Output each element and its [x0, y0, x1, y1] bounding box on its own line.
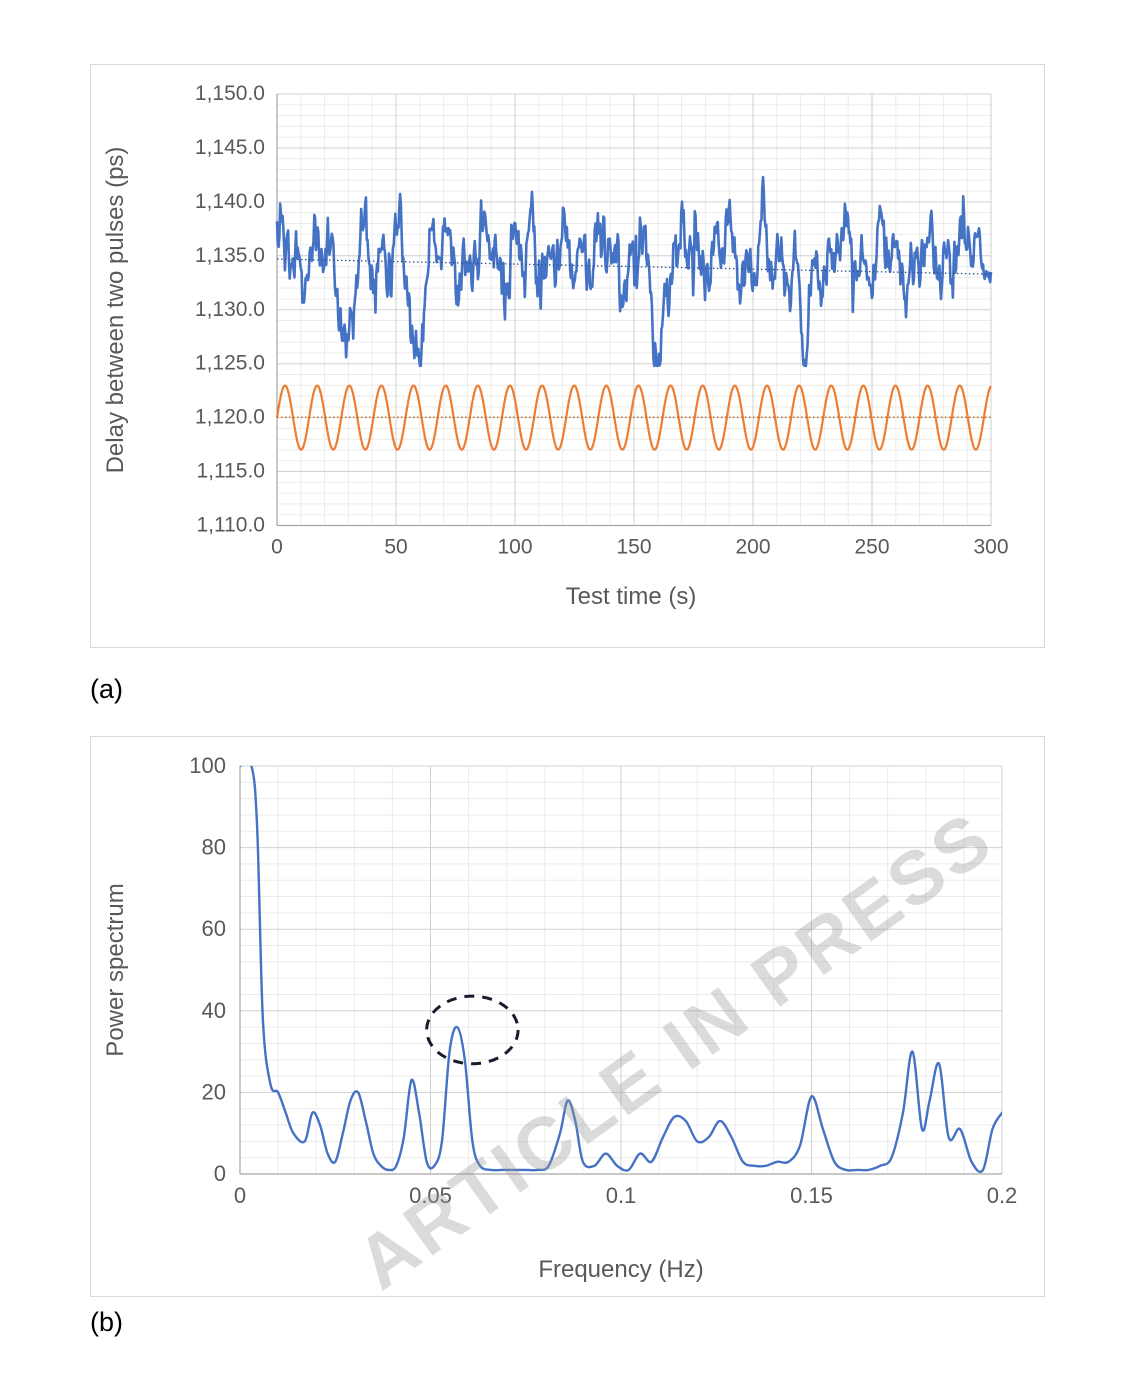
svg-text:300: 300: [973, 536, 1008, 559]
svg-text:1,125.0: 1,125.0: [195, 352, 265, 375]
svg-text:0.1: 0.1: [606, 1183, 637, 1208]
svg-text:0.15: 0.15: [790, 1183, 833, 1208]
svg-text:1,120.0: 1,120.0: [195, 406, 265, 429]
svg-text:40: 40: [202, 998, 226, 1023]
svg-text:Frequency (Hz): Frequency (Hz): [538, 1256, 703, 1283]
svg-text:60: 60: [202, 916, 226, 941]
svg-text:Power spectrum: Power spectrum: [102, 883, 129, 1056]
svg-text:100: 100: [189, 753, 226, 778]
svg-text:0: 0: [214, 1161, 226, 1186]
svg-text:0: 0: [234, 1183, 246, 1208]
svg-text:80: 80: [202, 835, 226, 860]
svg-text:1,140.0: 1,140.0: [195, 190, 265, 213]
svg-text:20: 20: [202, 1079, 226, 1104]
svg-text:0.2: 0.2: [987, 1183, 1018, 1208]
svg-text:250: 250: [854, 536, 889, 559]
svg-text:150: 150: [616, 536, 651, 559]
svg-text:1,130.0: 1,130.0: [195, 298, 265, 321]
svg-text:50: 50: [384, 536, 407, 559]
svg-text:1,150.0: 1,150.0: [195, 82, 265, 105]
svg-text:1,145.0: 1,145.0: [195, 136, 265, 159]
svg-text:Test time (s): Test time (s): [566, 583, 697, 610]
svg-text:200: 200: [735, 536, 770, 559]
svg-text:1,135.0: 1,135.0: [195, 244, 265, 267]
svg-text:0: 0: [271, 536, 283, 559]
svg-text:Delay between two pulses (ps): Delay between two pulses (ps): [102, 147, 129, 474]
svg-text:100: 100: [497, 536, 532, 559]
svg-text:1,110.0: 1,110.0: [196, 514, 265, 537]
svg-text:1,115.0: 1,115.0: [196, 460, 265, 483]
svg-text:ARTICLE IN PRESS: ARTICLE IN PRESS: [341, 795, 1008, 1298]
